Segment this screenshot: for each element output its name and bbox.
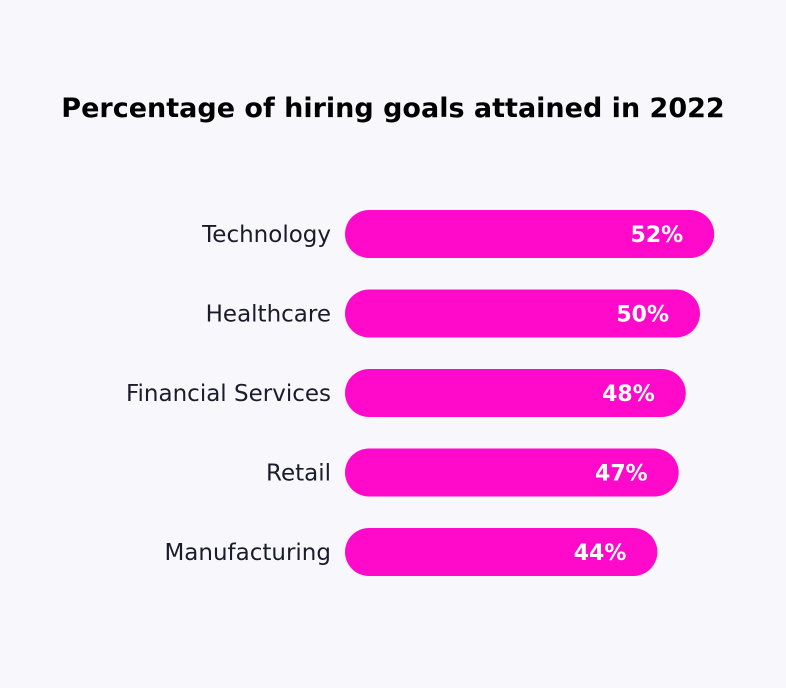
bar	[345, 448, 679, 497]
bar	[345, 369, 686, 417]
value-label: 52%	[631, 223, 684, 248]
bar	[345, 528, 658, 576]
category-label: Retail	[266, 461, 331, 487]
bar	[345, 210, 715, 258]
value-label: 47%	[595, 462, 648, 487]
value-label: 50%	[616, 303, 669, 328]
category-label: Healthcare	[206, 302, 331, 328]
bars-group: Technology 52% Healthcare 50% Financial Serv…	[126, 210, 715, 576]
chart-title: Percentage of hiring goals attained in 2…	[61, 93, 724, 124]
value-label: 48%	[602, 382, 655, 407]
category-label: Manufacturing	[164, 540, 331, 566]
category-label: Technology	[201, 222, 331, 248]
value-label: 44%	[574, 541, 627, 566]
category-label: Financial Services	[126, 381, 331, 407]
bar	[345, 289, 700, 338]
